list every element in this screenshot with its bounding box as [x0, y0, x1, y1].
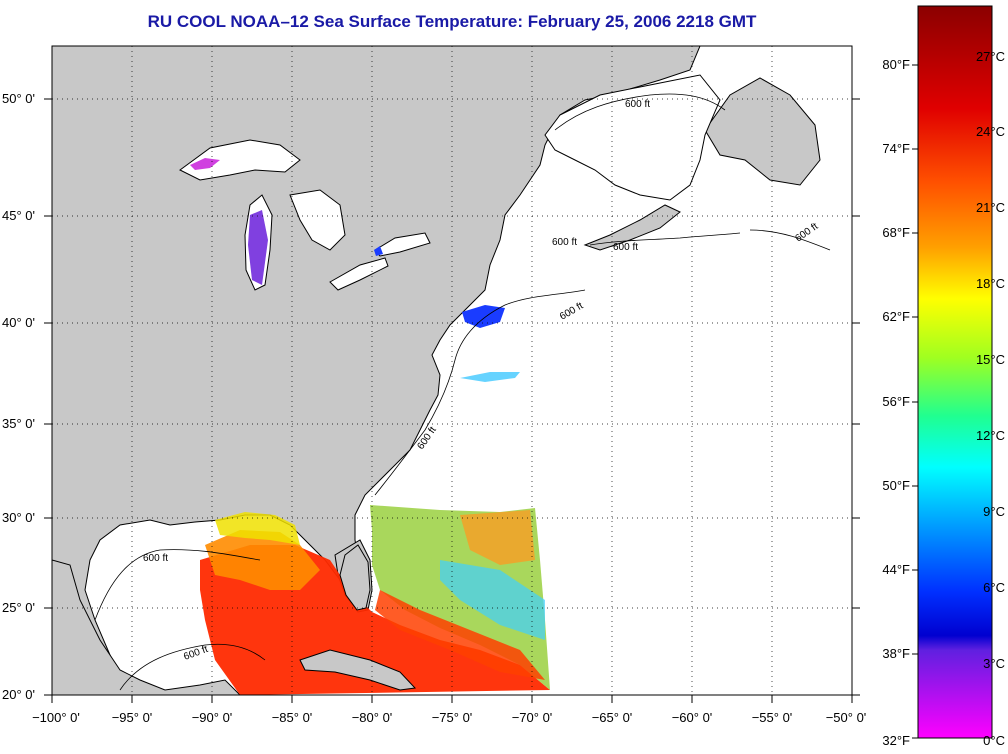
lon-label: −80° 0'	[352, 710, 393, 725]
colorbar-c-label: 6°C	[983, 580, 1005, 595]
lake-erie	[329, 257, 389, 291]
sst-lake-superior-magenta	[190, 158, 220, 170]
bathymetry-contours	[94, 93, 831, 691]
contour-label: 600 ft	[625, 99, 650, 110]
lon-label: −90° 0'	[192, 710, 233, 725]
colorbar-c-label: 27°C	[976, 49, 1005, 64]
contour-label: 600 ft	[552, 237, 577, 248]
lon-label: −85° 0'	[272, 710, 313, 725]
gulf-st-lawrence	[544, 74, 721, 201]
colorbar-c-label: 21°C	[976, 200, 1005, 215]
colorbar-f-label: 32°F	[882, 733, 910, 748]
graticule	[52, 46, 852, 695]
lat-label: 50° 0'	[2, 91, 35, 106]
sst-lake-michigan-purple	[248, 210, 268, 285]
land-florida-top	[339, 544, 371, 611]
lat-label: 35° 0'	[2, 416, 35, 431]
colorbar-c-label: 18°C	[976, 276, 1005, 291]
colorbar-f-label: 80°F	[882, 57, 910, 72]
sst-gulf-yellow	[215, 512, 300, 545]
land-north-america	[52, 46, 701, 695]
lat-label: 20° 0'	[2, 687, 35, 702]
lat-ticks	[44, 98, 860, 696]
sst-atlantic-orange	[460, 510, 535, 565]
lake-superior	[179, 139, 301, 181]
lon-label: −100° 0'	[32, 710, 80, 725]
lon-label: −65° 0'	[592, 710, 633, 725]
colorbar-f-label: 62°F	[882, 309, 910, 324]
lon-label: −55° 0'	[752, 710, 793, 725]
land-yucatan	[52, 559, 241, 695]
contour-label: 600 ft	[143, 553, 168, 564]
sst-bahamas-red	[375, 590, 545, 680]
colorbar-c-label: 0°C	[983, 733, 1005, 748]
lon-label: −95° 0'	[112, 710, 153, 725]
sst-lake-ontario-blue	[374, 246, 383, 256]
lon-ticks	[51, 695, 853, 703]
colorbar-f-label: 50°F	[882, 478, 910, 493]
colorbar-c-label: 3°C	[983, 656, 1005, 671]
lon-label: −60° 0'	[672, 710, 713, 725]
lat-label: 45° 0'	[2, 208, 35, 223]
land-nova-scotia	[583, 204, 681, 251]
lon-label: −50° 0'	[826, 710, 867, 725]
colorbar-f-label: 38°F	[882, 646, 910, 661]
map-title: RU COOL NOAA–12 Sea Surface Temperature:…	[147, 12, 757, 31]
colorbar	[917, 5, 993, 739]
colorbar-c-label: 9°C	[983, 504, 1005, 519]
colorbar-f-label: 56°F	[882, 394, 910, 409]
colorbar-c-label: 24°C	[976, 124, 1005, 139]
land-cuba-top	[299, 649, 417, 691]
colorbar-c-label: 15°C	[976, 352, 1005, 367]
land-newfoundland	[704, 77, 821, 186]
sst-offshore-cyan	[460, 372, 520, 382]
colorbar-ticks	[912, 64, 918, 739]
colorbar-f-label: 74°F	[882, 141, 910, 156]
lake-ontario	[374, 232, 431, 257]
lon-label: −75° 0'	[432, 710, 473, 725]
colorbar-c-label: 12°C	[976, 428, 1005, 443]
sst-atlantic-cyan	[440, 560, 545, 640]
lake-huron	[289, 189, 346, 251]
lat-label: 25° 0'	[2, 600, 35, 615]
lon-label: −70° 0'	[512, 710, 553, 725]
colorbar-f-label: 68°F	[882, 225, 910, 240]
lat-label: 40° 0'	[2, 315, 35, 330]
lat-label: 30° 0'	[2, 510, 35, 525]
contour-label: 600 ft	[613, 242, 638, 253]
sst-gulf-orange	[205, 530, 320, 590]
colorbar-f-label: 44°F	[882, 562, 910, 577]
